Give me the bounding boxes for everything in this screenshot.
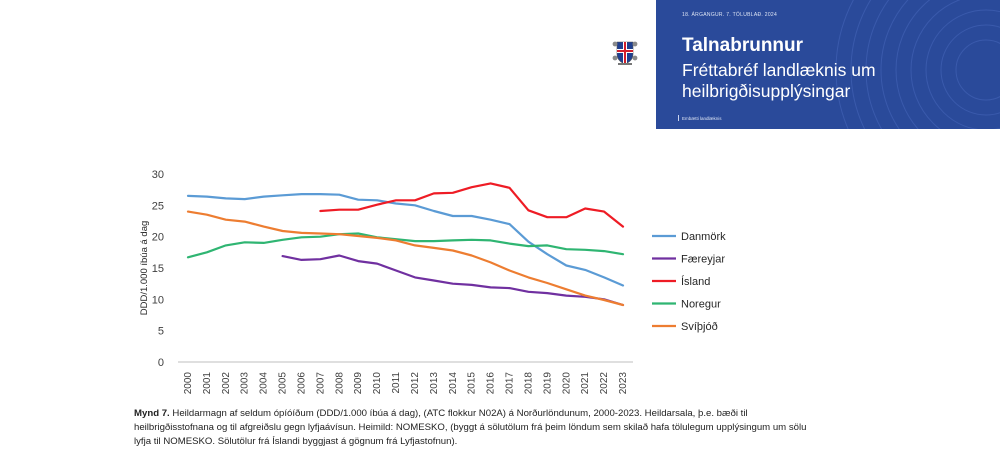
x-tick-label: 2016 bbox=[486, 372, 497, 395]
x-tick-label: 2019 bbox=[542, 372, 553, 395]
x-tick-label: 2017 bbox=[505, 372, 516, 395]
series-line-færeyjar bbox=[281, 254, 625, 307]
header-banner: 18. ÁRGANGUR. 7. TÖLUBLAÐ. 2024 Talnabru… bbox=[656, 0, 1000, 129]
legend-label: Ísland bbox=[681, 275, 710, 288]
x-tick-label: 2015 bbox=[467, 372, 478, 395]
figure-caption: Mynd 7. Heildarmagn af seldum ópíóíðum (… bbox=[134, 407, 814, 449]
x-tick-label: 2021 bbox=[580, 372, 591, 395]
y-axis-title: DDD/1.000 íbúa á dag bbox=[139, 221, 150, 316]
legend-label: Svíþjóð bbox=[681, 321, 718, 333]
x-tick-label: 2006 bbox=[296, 372, 307, 395]
y-tick-label: 15 bbox=[152, 263, 164, 275]
caption-label: Mynd 7. bbox=[134, 408, 170, 419]
issue-kicker: 18. ÁRGANGUR. 7. TÖLUBLAÐ. 2024 bbox=[682, 12, 778, 18]
organization-name: Embætti landlæknis bbox=[682, 116, 722, 121]
y-tick-label: 5 bbox=[158, 326, 164, 338]
x-tick-label: 2004 bbox=[259, 372, 270, 395]
series-line-svíþjóð bbox=[186, 210, 625, 307]
newsletter-subtitle: Fréttabréf landlæknis um heilbrigðisuppl… bbox=[682, 60, 876, 101]
legend-label: Færeyjar bbox=[681, 254, 725, 266]
x-tick-label: 2014 bbox=[448, 372, 459, 395]
y-tick-label: 30 bbox=[152, 169, 164, 181]
x-tick-label: 2009 bbox=[353, 372, 364, 395]
x-tick-label: 2001 bbox=[202, 372, 213, 395]
coat-of-arms-icon bbox=[612, 41, 638, 65]
opioid-sales-chart: 0 5 10 15 20 25 30 DDD/1.000 íbúa á dag 2000 2001… bbox=[139, 169, 726, 395]
x-tick-label: 2023 bbox=[618, 372, 629, 395]
x-tick-label: 2013 bbox=[429, 372, 440, 395]
x-tick-label: 2003 bbox=[240, 372, 251, 395]
y-tick-label: 10 bbox=[152, 294, 164, 306]
banner-wave-pattern bbox=[835, 0, 1000, 129]
x-tick-label: 2022 bbox=[599, 372, 610, 395]
x-tick-label: 2020 bbox=[561, 372, 572, 395]
series-line-danmörk bbox=[186, 193, 625, 287]
newsletter-title: Talnabrunnur bbox=[682, 35, 804, 56]
x-tick-label: 2008 bbox=[334, 372, 345, 395]
x-tick-label: 2005 bbox=[278, 372, 289, 395]
x-tick-label: 2018 bbox=[523, 372, 534, 395]
x-tick-label: 2010 bbox=[372, 372, 383, 395]
y-tick-label: 20 bbox=[152, 232, 164, 244]
x-tick-label: 2002 bbox=[221, 372, 232, 395]
legend-label: Noregur bbox=[681, 299, 721, 311]
y-tick-label: 0 bbox=[158, 357, 164, 369]
x-tick-label: 2000 bbox=[183, 372, 194, 395]
x-tick-label: 2007 bbox=[315, 372, 326, 395]
y-tick-label: 25 bbox=[152, 200, 164, 212]
legend-label: Danmörk bbox=[681, 231, 726, 243]
series-line-ísland bbox=[319, 182, 625, 228]
caption-text: Heildarmagn af seldum ópíóíðum (DDD/1.00… bbox=[134, 408, 807, 447]
x-tick-label: 2011 bbox=[391, 372, 402, 394]
x-tick-label: 2012 bbox=[410, 372, 421, 395]
org-divider bbox=[678, 115, 679, 121]
series-line-noregur bbox=[186, 232, 625, 259]
